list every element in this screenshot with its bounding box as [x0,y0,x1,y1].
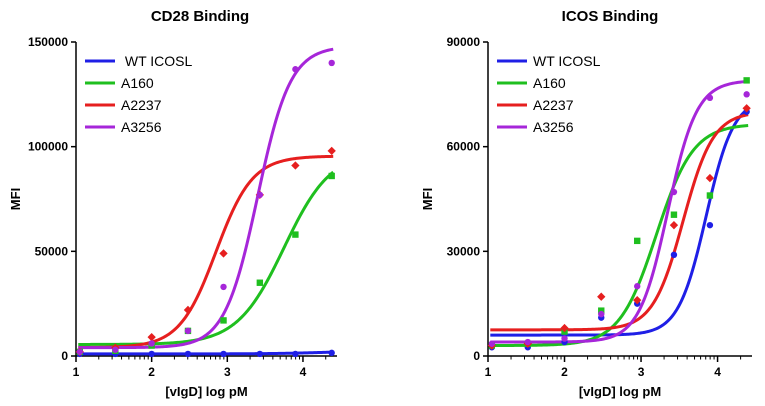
legend-label: WT ICOSL [121,53,193,69]
y-tick-label: 150000 [28,35,68,49]
chart-title: CD28 Binding [151,8,249,25]
data-point [524,338,531,346]
legend-label: A160 [533,75,566,91]
data-point [706,192,714,199]
x-tick-label: 4 [300,365,307,379]
chart-2: ICOS Binding 0 30000 60000 90000 1 2 3 4 [vIgD] l… [420,8,752,399]
legend-label: A3256 [533,119,574,135]
legend-label: A160 [121,75,154,91]
x-axis-title: [vIgD] log pM [165,384,247,399]
data-point [488,340,496,347]
data-point [184,327,192,335]
data-point [670,211,678,218]
y-tick-label: 30000 [447,244,481,258]
data-point [634,237,641,245]
data-point [670,251,678,259]
data-point [219,249,228,258]
x-tick-label: 2 [561,365,568,379]
data-point [220,317,227,324]
data-point [220,283,227,291]
data-point [256,279,264,286]
data-point [291,161,300,170]
y-axis-title: MFI [8,188,23,210]
y-tick-label: 0 [473,349,480,363]
data-point [560,323,569,333]
fit-curve-wt-icosl [78,350,334,356]
data-point [634,283,641,290]
data-point [112,346,119,353]
legend-label: A2237 [533,97,574,113]
data-point [705,173,715,183]
x-tick-label: 1 [485,365,492,379]
legend-label: WT ICOSL [533,53,601,69]
x-tick-label: 2 [148,365,155,379]
data-point [220,350,227,358]
y-tick-label: 90000 [447,35,481,49]
data-point [706,221,714,229]
fit-curve-a2237 [490,113,749,332]
data-point [256,350,264,358]
data-point [328,172,335,180]
x-tick-label: 1 [73,365,80,379]
data-point [561,335,568,342]
x-tick-label: 4 [714,365,721,379]
data-point [328,59,335,67]
data-point [598,307,605,314]
data-point [670,188,678,196]
data-point [743,91,750,98]
data-point [292,66,299,73]
y-tick-label: 50000 [35,244,69,258]
legend-label: A2237 [121,97,162,113]
data-point [184,350,192,358]
y-tick-label: 100000 [28,140,68,154]
data-point [742,104,751,113]
fit-curve-a3256 [490,79,749,344]
x-tick-label: 3 [638,365,645,379]
y-axis-title: MFI [420,188,435,210]
data-point [328,349,335,357]
data-point [76,348,83,356]
legend-label: A3256 [121,119,162,135]
data-point [147,333,156,342]
data-point [256,191,264,199]
data-point [292,231,299,238]
data-point [706,94,714,102]
data-point [292,350,299,358]
fit-curve-a160 [490,124,749,348]
y-tick-label: 0 [61,349,68,363]
data-point [148,350,155,358]
chart-1: CD28 Binding 0 50000 100000 150000 1 2 3 4 [vIgD]… [8,8,337,399]
fit-curve-a2237 [78,154,334,350]
data-point [669,221,679,230]
data-point [597,292,606,301]
fit-curve-a3256 [78,47,334,350]
x-tick-label: 3 [224,365,231,379]
x-axis-title: [vIgD] log pM [579,384,661,399]
data-point [598,310,605,318]
data-point [743,77,750,84]
data-point [327,146,336,156]
data-point [633,296,642,305]
data-point [148,340,155,347]
chart-title: ICOS Binding [562,8,659,25]
fit-curve-a160 [78,170,335,346]
data-point [183,305,193,315]
y-tick-label: 60000 [447,140,481,154]
